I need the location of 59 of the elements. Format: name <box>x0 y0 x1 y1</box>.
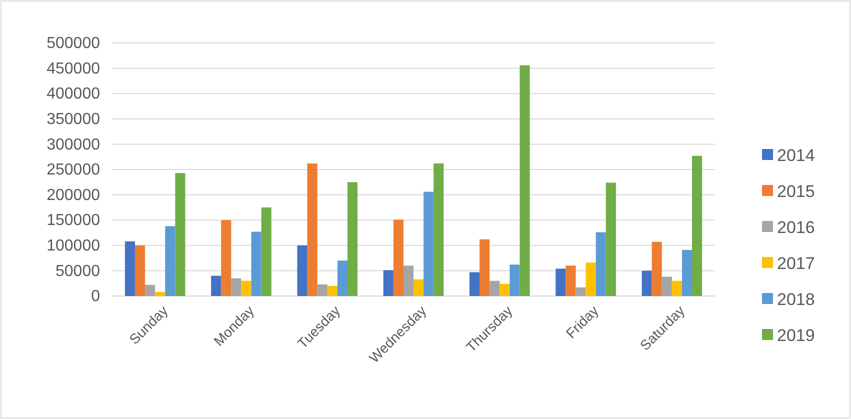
y-tick-label: 150000 <box>46 212 100 230</box>
bar <box>672 280 682 296</box>
y-tick-label: 200000 <box>46 186 100 204</box>
bar <box>393 220 404 296</box>
bar <box>652 242 662 296</box>
bar <box>606 182 616 296</box>
bar <box>469 272 480 296</box>
bar <box>692 156 702 296</box>
y-tick-label: 50000 <box>56 262 100 280</box>
bar <box>596 232 606 296</box>
y-tick-label: 400000 <box>46 86 100 103</box>
legend-label: 2018 <box>777 290 815 309</box>
bar <box>347 182 358 296</box>
bar <box>490 280 500 296</box>
y-tick-label: 100000 <box>46 238 100 255</box>
bar <box>134 245 146 296</box>
bar <box>510 264 520 296</box>
bar <box>165 226 176 296</box>
y-tick-label: 450000 <box>46 60 100 78</box>
bar <box>424 192 434 296</box>
bar <box>211 276 222 296</box>
bar <box>500 284 510 296</box>
y-tick-label: 300000 <box>46 136 100 154</box>
bar <box>307 163 318 296</box>
bar <box>261 207 272 296</box>
bar <box>434 163 444 296</box>
bar <box>175 173 186 296</box>
bar <box>403 266 414 296</box>
legend-label: 2014 <box>777 146 815 165</box>
bar <box>576 287 586 296</box>
bar <box>297 245 308 296</box>
legend-label: 2016 <box>777 218 815 237</box>
bar <box>231 278 242 296</box>
bar <box>566 266 576 296</box>
y-tick-label: 250000 <box>46 162 100 179</box>
bar <box>480 239 490 296</box>
y-tick-label: 350000 <box>46 111 100 128</box>
bar <box>383 270 394 296</box>
bar <box>251 232 262 296</box>
bar <box>414 279 424 296</box>
bar <box>155 292 166 296</box>
y-tick-label: 500000 <box>46 35 100 52</box>
y-tick-label: 0 <box>91 288 100 306</box>
legend-label: 2017 <box>777 254 815 273</box>
bar <box>337 260 348 296</box>
bar <box>642 270 652 296</box>
bar <box>586 262 596 296</box>
bar <box>327 286 338 296</box>
bar <box>317 284 328 296</box>
bar <box>124 241 135 296</box>
bar <box>556 268 566 296</box>
bar <box>145 284 156 296</box>
bar <box>662 276 672 296</box>
bar <box>520 65 530 296</box>
bar <box>682 250 692 296</box>
bar <box>221 220 232 296</box>
bar <box>241 280 252 296</box>
legend-label: 2015 <box>777 182 815 201</box>
legend-label: 2019 <box>777 326 815 345</box>
